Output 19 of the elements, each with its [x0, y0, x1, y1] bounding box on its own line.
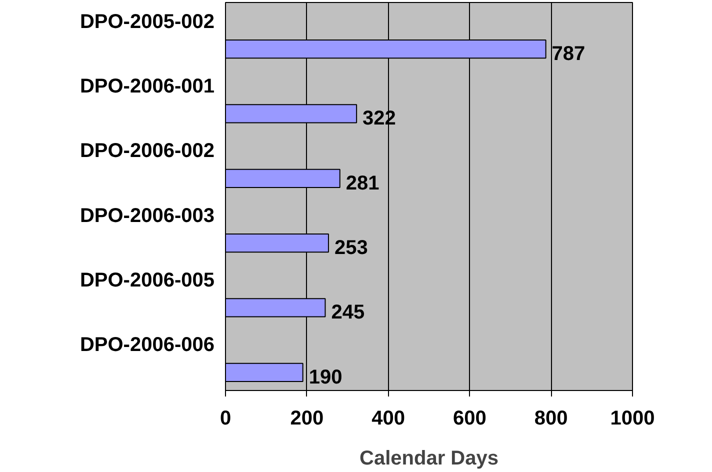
x-tick-label: 800 [534, 408, 568, 430]
y-tick-label: DPO-2006-002 [80, 140, 215, 162]
x-tick-label: 400 [372, 408, 405, 430]
x-tick-label: 200 [290, 408, 324, 430]
data-label: 190 [308, 366, 342, 388]
y-tick-label: DPO-2006-006 [80, 334, 215, 356]
y-tick-label: DPO-2005-002 [80, 10, 215, 33]
data-label: 253 [334, 237, 368, 260]
bar [226, 362, 304, 382]
data-label: 245 [331, 302, 365, 324]
data-label: 281 [346, 172, 380, 194]
x-tick-label: 1000 [610, 408, 655, 430]
y-tick-label: DPO-2006-001 [80, 76, 215, 98]
y-tick-label: DPO-2006-005 [80, 270, 215, 292]
x-tick-label: 600 [453, 408, 486, 430]
y-tick-label: DPO-2006-003 [80, 204, 215, 227]
data-label: 787 [552, 43, 586, 66]
x-axis-title: Calendar Days [360, 448, 498, 470]
x-tick-label: 0 [220, 408, 232, 430]
